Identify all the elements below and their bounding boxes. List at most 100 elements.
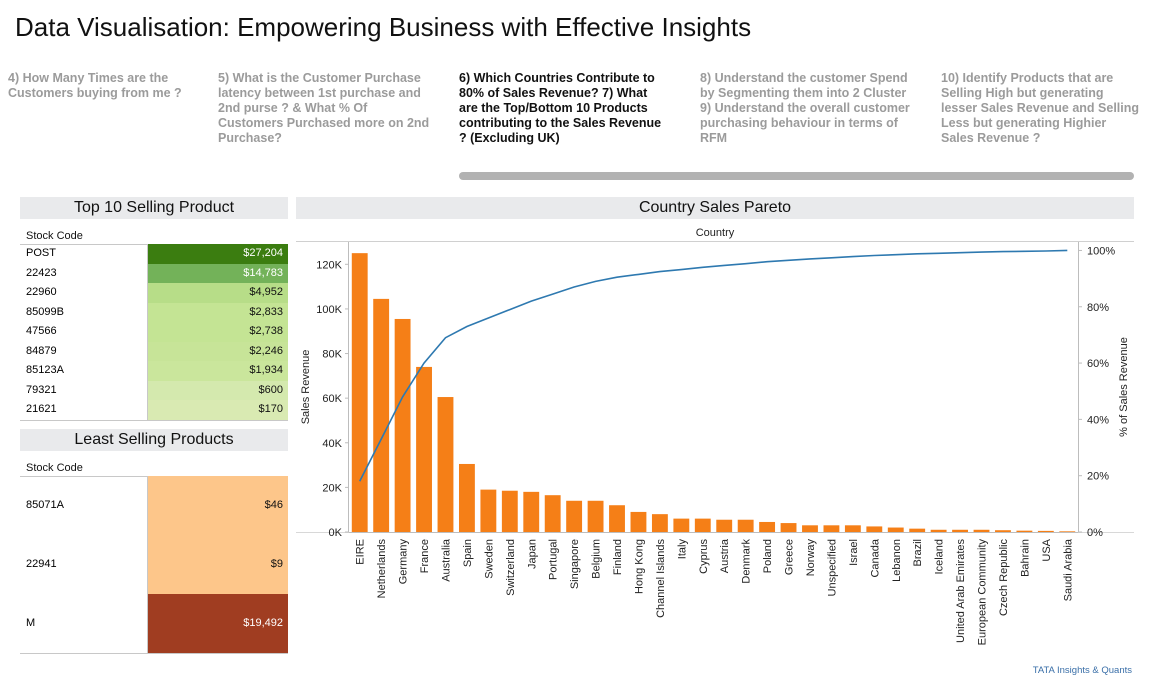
bar-hong-kong[interactable]	[630, 511, 647, 532]
sales-value-cell: $4,952	[148, 283, 288, 303]
x-tick-label: Greece	[784, 539, 796, 575]
left-axis-title: Sales Revenue	[300, 350, 312, 425]
right-tick-label: 60%	[1087, 358, 1109, 370]
bar-belgium[interactable]	[587, 500, 604, 532]
bar-italy[interactable]	[673, 518, 690, 532]
sales-value-cell: $9	[148, 535, 288, 594]
story-tab-3[interactable]: 6) Which Countries Contribute to 80% of S…	[459, 71, 661, 146]
right-tick-label: 100%	[1087, 245, 1115, 257]
table-row[interactable]: M $19,492	[20, 594, 288, 653]
story-tab-line: 6) Which Countries Contribute to	[459, 71, 655, 85]
sales-value-cell: $600	[148, 380, 288, 400]
story-tab-2[interactable]: 5) What is the Customer Purchase latency …	[218, 71, 429, 146]
x-tick-label: Spain	[462, 539, 474, 567]
table-row[interactable]: 85123A $1,934	[20, 361, 288, 381]
table-row[interactable]: 21621 $170	[20, 400, 288, 420]
story-progress-bar[interactable]	[459, 172, 1134, 180]
table-bottom-border	[20, 419, 288, 421]
bar-spain[interactable]	[458, 463, 475, 532]
x-tick-label: Italy	[676, 539, 688, 560]
bar-israel[interactable]	[844, 525, 861, 532]
bar-denmark[interactable]	[737, 519, 754, 532]
right-tick-label: 40%	[1087, 414, 1109, 426]
bar-norway[interactable]	[802, 525, 818, 532]
bar-canada[interactable]	[866, 526, 883, 532]
story-tab-line: Selling High but generating	[941, 86, 1104, 100]
bar-czech-republic[interactable]	[995, 530, 1011, 532]
sales-value-cell: $46	[148, 476, 288, 535]
right-tick-label: 0%	[1087, 527, 1103, 539]
top-products-column-label: Stock Code	[26, 230, 83, 242]
right-tick-label: 80%	[1087, 302, 1109, 314]
x-tick-label: Hong Kong	[633, 539, 645, 594]
bar-netherlands[interactable]	[373, 298, 390, 532]
table-row[interactable]: 84879 $2,246	[20, 341, 288, 361]
bar-united-arab-emirates[interactable]	[952, 529, 969, 532]
bar-brazil[interactable]	[909, 528, 926, 532]
sales-value-cell: $170	[148, 400, 288, 420]
x-tick-label: Lebanon	[891, 539, 903, 582]
bar-greece[interactable]	[780, 523, 797, 532]
bar-germany[interactable]	[394, 318, 411, 532]
bar-japan[interactable]	[523, 491, 540, 532]
bar-channel-islands[interactable]	[651, 514, 668, 532]
x-axis-header: Country	[696, 227, 735, 239]
story-tab-line: Customers Purchased more on 2nd	[218, 116, 430, 130]
table-row[interactable]: 85099B $2,833	[20, 302, 288, 322]
bar-saudi-arabia[interactable]	[1059, 531, 1076, 532]
x-tick-label: Japan	[526, 539, 538, 569]
page-title: Data Visualisation: Empowering Business …	[15, 12, 752, 42]
bar-australia[interactable]	[437, 397, 454, 532]
bar-cyprus[interactable]	[694, 518, 711, 532]
table-row[interactable]: 47566 $2,738	[20, 322, 288, 342]
bar-switzerland[interactable]	[501, 490, 518, 532]
footer-credit: TATA Insights & Quants	[1032, 665, 1132, 676]
sales-value-cell: $14,783	[148, 263, 288, 283]
bar-austria[interactable]	[716, 519, 733, 532]
story-tab-1[interactable]: 4) How Many Times are the Customers buyin…	[8, 71, 182, 101]
cumulative-percent-line[interactable]	[358, 249, 1068, 482]
bar-european-community[interactable]	[973, 529, 990, 532]
table-row[interactable]: 79321 $600	[20, 380, 288, 400]
table-divider	[147, 476, 148, 653]
bar-lebanon[interactable]	[887, 527, 904, 532]
right-tick-label: 20%	[1087, 471, 1109, 483]
x-tick-label: Israel	[848, 539, 860, 566]
table-row[interactable]: 22941 $9	[20, 535, 288, 594]
left-tick-label: 60K	[322, 393, 342, 405]
x-tick-label: Saudi Arabia	[1062, 538, 1074, 601]
x-tick-label: Poland	[762, 539, 774, 573]
bar-eire[interactable]	[351, 253, 368, 532]
bar-singapore[interactable]	[566, 500, 583, 532]
x-tick-label: USA	[1041, 538, 1053, 561]
bar-usa[interactable]	[1037, 530, 1054, 532]
x-tick-label: France	[419, 539, 431, 573]
bar-france[interactable]	[416, 366, 432, 532]
table-row[interactable]: POST $27,204	[20, 244, 288, 264]
bar-sweden[interactable]	[480, 489, 497, 532]
story-tab-line: Sales Revenue ?	[941, 131, 1041, 145]
x-tick-label: Austria	[719, 538, 731, 573]
story-tab-5[interactable]: 10) Identify Products that are Selling Hi…	[941, 71, 1139, 146]
bar-unspecified[interactable]	[823, 525, 840, 532]
bar-finland[interactable]	[609, 505, 625, 532]
bar-portugal[interactable]	[544, 495, 561, 532]
story-tab-line: lesser Sales Revenue and Selling	[941, 101, 1140, 115]
table-row[interactable]: 85071A $46	[20, 476, 288, 535]
x-tick-label: Germany	[398, 539, 410, 585]
top-products-header: Top 10 Selling Product	[20, 197, 288, 219]
bar-iceland[interactable]	[930, 529, 947, 532]
stock-code: POST	[26, 247, 56, 260]
left-tick-label: 80K	[322, 349, 342, 361]
top-products-table: POST $27,204 22423 $14,783 22960 $4,952 85099B…	[20, 244, 288, 421]
table-row[interactable]: 22960 $4,952	[20, 283, 288, 303]
x-tick-label: Brazil	[912, 539, 924, 567]
bar-bahrain[interactable]	[1016, 530, 1033, 532]
table-row[interactable]: 22423 $14,783	[20, 263, 288, 283]
story-tab-line: latency between 1st purchase and	[218, 86, 421, 100]
sales-value-cell: $27,204	[148, 244, 288, 264]
story-tab-4[interactable]: 8) Understand the customer Spend by Segme…	[700, 71, 910, 146]
sales-value-cell: $2,833	[148, 302, 288, 322]
x-tick-label: Netherlands	[376, 539, 388, 599]
bar-poland[interactable]	[759, 521, 776, 532]
